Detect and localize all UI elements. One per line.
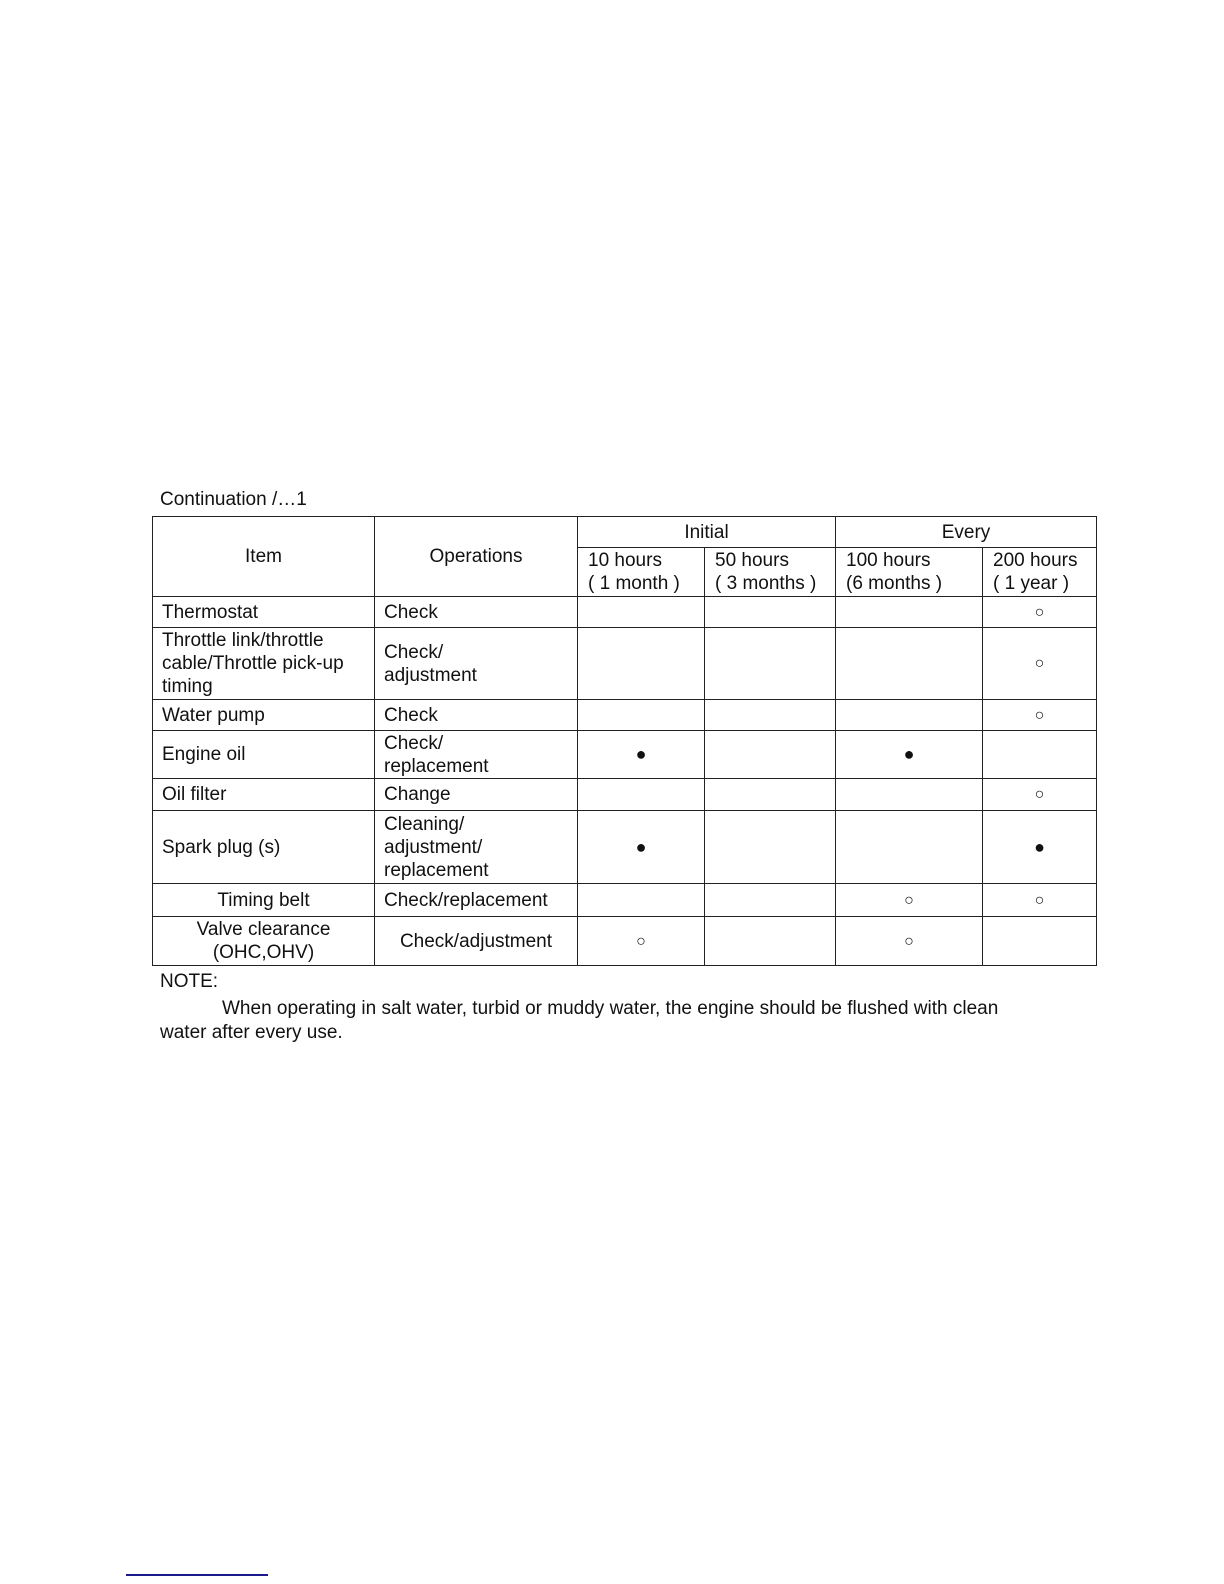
row-operation: Cleaning/adjustment/replacement <box>374 810 578 884</box>
note-text: When operating in salt water, turbid or … <box>160 998 999 1043</box>
interval-period: ( 1 year ) <box>993 573 1070 594</box>
interval-period: ( 1 month ) <box>588 573 680 594</box>
row-operation: Check/replacement <box>374 883 578 917</box>
empty-cell <box>835 699 983 731</box>
empty-cell <box>704 916 836 966</box>
empty-cell <box>835 627 983 700</box>
header-interval: 50 hours( 3 months ) <box>704 547 836 597</box>
empty-cell <box>704 810 836 884</box>
empty-cell <box>577 627 705 700</box>
open-circle-icon: ○ <box>982 627 1097 700</box>
empty-cell <box>704 883 836 917</box>
empty-cell <box>577 699 705 731</box>
filled-dot-icon: ● <box>982 810 1097 884</box>
empty-cell <box>577 883 705 917</box>
interval-hours: 200 hours <box>993 550 1078 571</box>
row-item: Spark plug (s) <box>152 810 375 884</box>
empty-cell <box>704 699 836 731</box>
table-row: Engine oil Check/replacement ● ● <box>152 730 1097 779</box>
open-circle-icon: ○ <box>982 883 1097 917</box>
filled-dot-icon: ● <box>835 730 983 779</box>
note-label: NOTE: <box>160 971 219 992</box>
open-circle-icon: ○ <box>982 596 1097 628</box>
header-initial: Initial <box>577 516 836 548</box>
header-item: Item <box>152 516 375 597</box>
empty-cell <box>704 596 836 628</box>
table-row: Thermostat Check ○ <box>152 596 1097 628</box>
open-circle-icon: ○ <box>982 778 1097 811</box>
empty-cell <box>982 730 1097 779</box>
open-circle-icon: ○ <box>577 916 705 966</box>
empty-cell <box>704 778 836 811</box>
table-row: Oil filter Change ○ <box>152 778 1097 811</box>
empty-cell <box>982 916 1097 966</box>
row-item: Timing belt <box>152 883 375 917</box>
table-row: Spark plug (s) Cleaning/adjustment/replac… <box>152 810 1097 884</box>
interval-hours: 100 hours <box>846 550 931 571</box>
empty-cell <box>835 778 983 811</box>
open-circle-icon: ○ <box>835 883 983 917</box>
row-item: Throttle link/throttle cable/Throttle pi… <box>152 627 375 700</box>
open-circle-icon: ○ <box>982 699 1097 731</box>
filled-dot-icon: ● <box>577 810 705 884</box>
interval-hours: 10 hours <box>588 550 662 571</box>
empty-cell <box>704 627 836 700</box>
interval-hours: 50 hours <box>715 550 789 571</box>
maintenance-schedule-table: Item Operations Initial Every 10 hours( … <box>152 516 1097 966</box>
empty-cell <box>835 810 983 884</box>
empty-cell <box>577 778 705 811</box>
table-row: Timing belt Check/replacement ○ ○ <box>152 883 1097 917</box>
row-item: Valve clearance (OHC,OHV) <box>152 916 375 966</box>
row-operation: Check <box>374 596 578 628</box>
row-operation: Check/replacement <box>374 730 578 779</box>
row-operation: Check/adjustment <box>374 627 578 700</box>
empty-cell <box>577 596 705 628</box>
interval-period: ( 3 months ) <box>715 573 817 594</box>
empty-cell <box>835 596 983 628</box>
table-row: Water pump Check ○ <box>152 699 1097 731</box>
row-item: Thermostat <box>152 596 375 628</box>
row-operation: Check <box>374 699 578 731</box>
note: NOTE: When operating in salt water, turb… <box>160 970 1040 1045</box>
open-circle-icon: ○ <box>835 916 983 966</box>
row-item: Oil filter <box>152 778 375 811</box>
header-operations: Operations <box>374 516 578 597</box>
table-caption: Continuation /…1 <box>160 489 307 510</box>
row-item: Engine oil <box>152 730 375 779</box>
table-row: Throttle link/throttle cable/Throttle pi… <box>152 627 1097 700</box>
row-item: Water pump <box>152 699 375 731</box>
row-operation: Change <box>374 778 578 811</box>
header-every: Every <box>835 516 1097 548</box>
filled-dot-icon: ● <box>577 730 705 779</box>
header-interval: 200 hours( 1 year ) <box>982 547 1097 597</box>
header-interval: 100 hours (6 months ) <box>835 547 983 597</box>
row-operation: Check/adjustment <box>374 916 578 966</box>
empty-cell <box>704 730 836 779</box>
footer-divider <box>126 1574 268 1576</box>
interval-period: (6 months ) <box>846 573 943 594</box>
header-interval: 10 hours( 1 month ) <box>577 547 705 597</box>
table-row: Valve clearance (OHC,OHV) Check/adjustmen… <box>152 916 1097 966</box>
